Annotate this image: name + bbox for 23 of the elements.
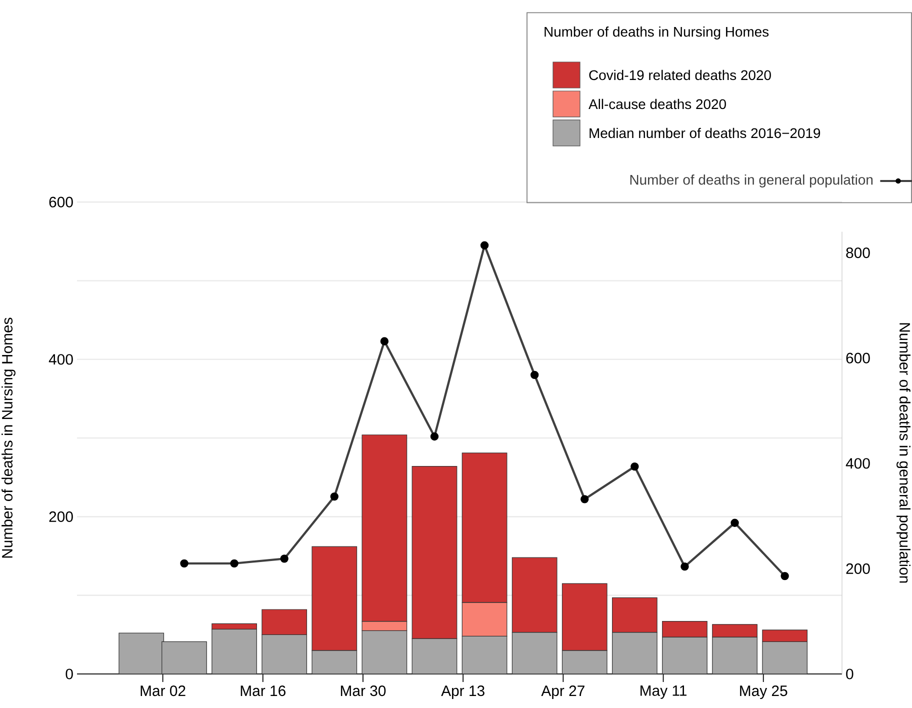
y-tick-label: 600 bbox=[49, 196, 73, 208]
y-tick-label: 400 bbox=[48, 354, 73, 365]
y2-tick-label: 0 bbox=[846, 668, 854, 680]
x-tick-label: May 11 bbox=[640, 686, 686, 699]
legend-label: Median number of deaths 2016−2019 bbox=[590, 128, 820, 138]
legend-label: All-cause deaths 2020 bbox=[588, 98, 726, 110]
y2-tick-label: 600 bbox=[846, 352, 870, 364]
legend-label: Covid-19 related deaths 2020 bbox=[589, 70, 771, 80]
x-tick-label: Apr 13 bbox=[441, 686, 484, 700]
y2-tick-label: 800 bbox=[846, 247, 870, 258]
y2-axis-title: Number of deaths in general population bbox=[896, 323, 910, 583]
y-tick-label: 200 bbox=[49, 511, 73, 522]
y2-tick-label: 200 bbox=[846, 563, 870, 574]
x-tick-label: Mar 16 bbox=[240, 686, 286, 696]
x-tick-label: Apr 27 bbox=[541, 686, 584, 700]
x-tick-label: May 25 bbox=[740, 686, 788, 700]
legend-title: Number of deaths in Nursing Homes bbox=[544, 26, 769, 40]
y-axis-title: Number of deaths in Nursing Homes bbox=[2, 318, 16, 558]
y-tick-label: 0 bbox=[66, 668, 73, 680]
y2-tick-label: 400 bbox=[846, 458, 870, 469]
x-tick-label: Mar 02 bbox=[140, 686, 186, 696]
text: Number of deaths in general population bbox=[630, 174, 873, 188]
x-tick-label: Mar 30 bbox=[340, 686, 386, 696]
